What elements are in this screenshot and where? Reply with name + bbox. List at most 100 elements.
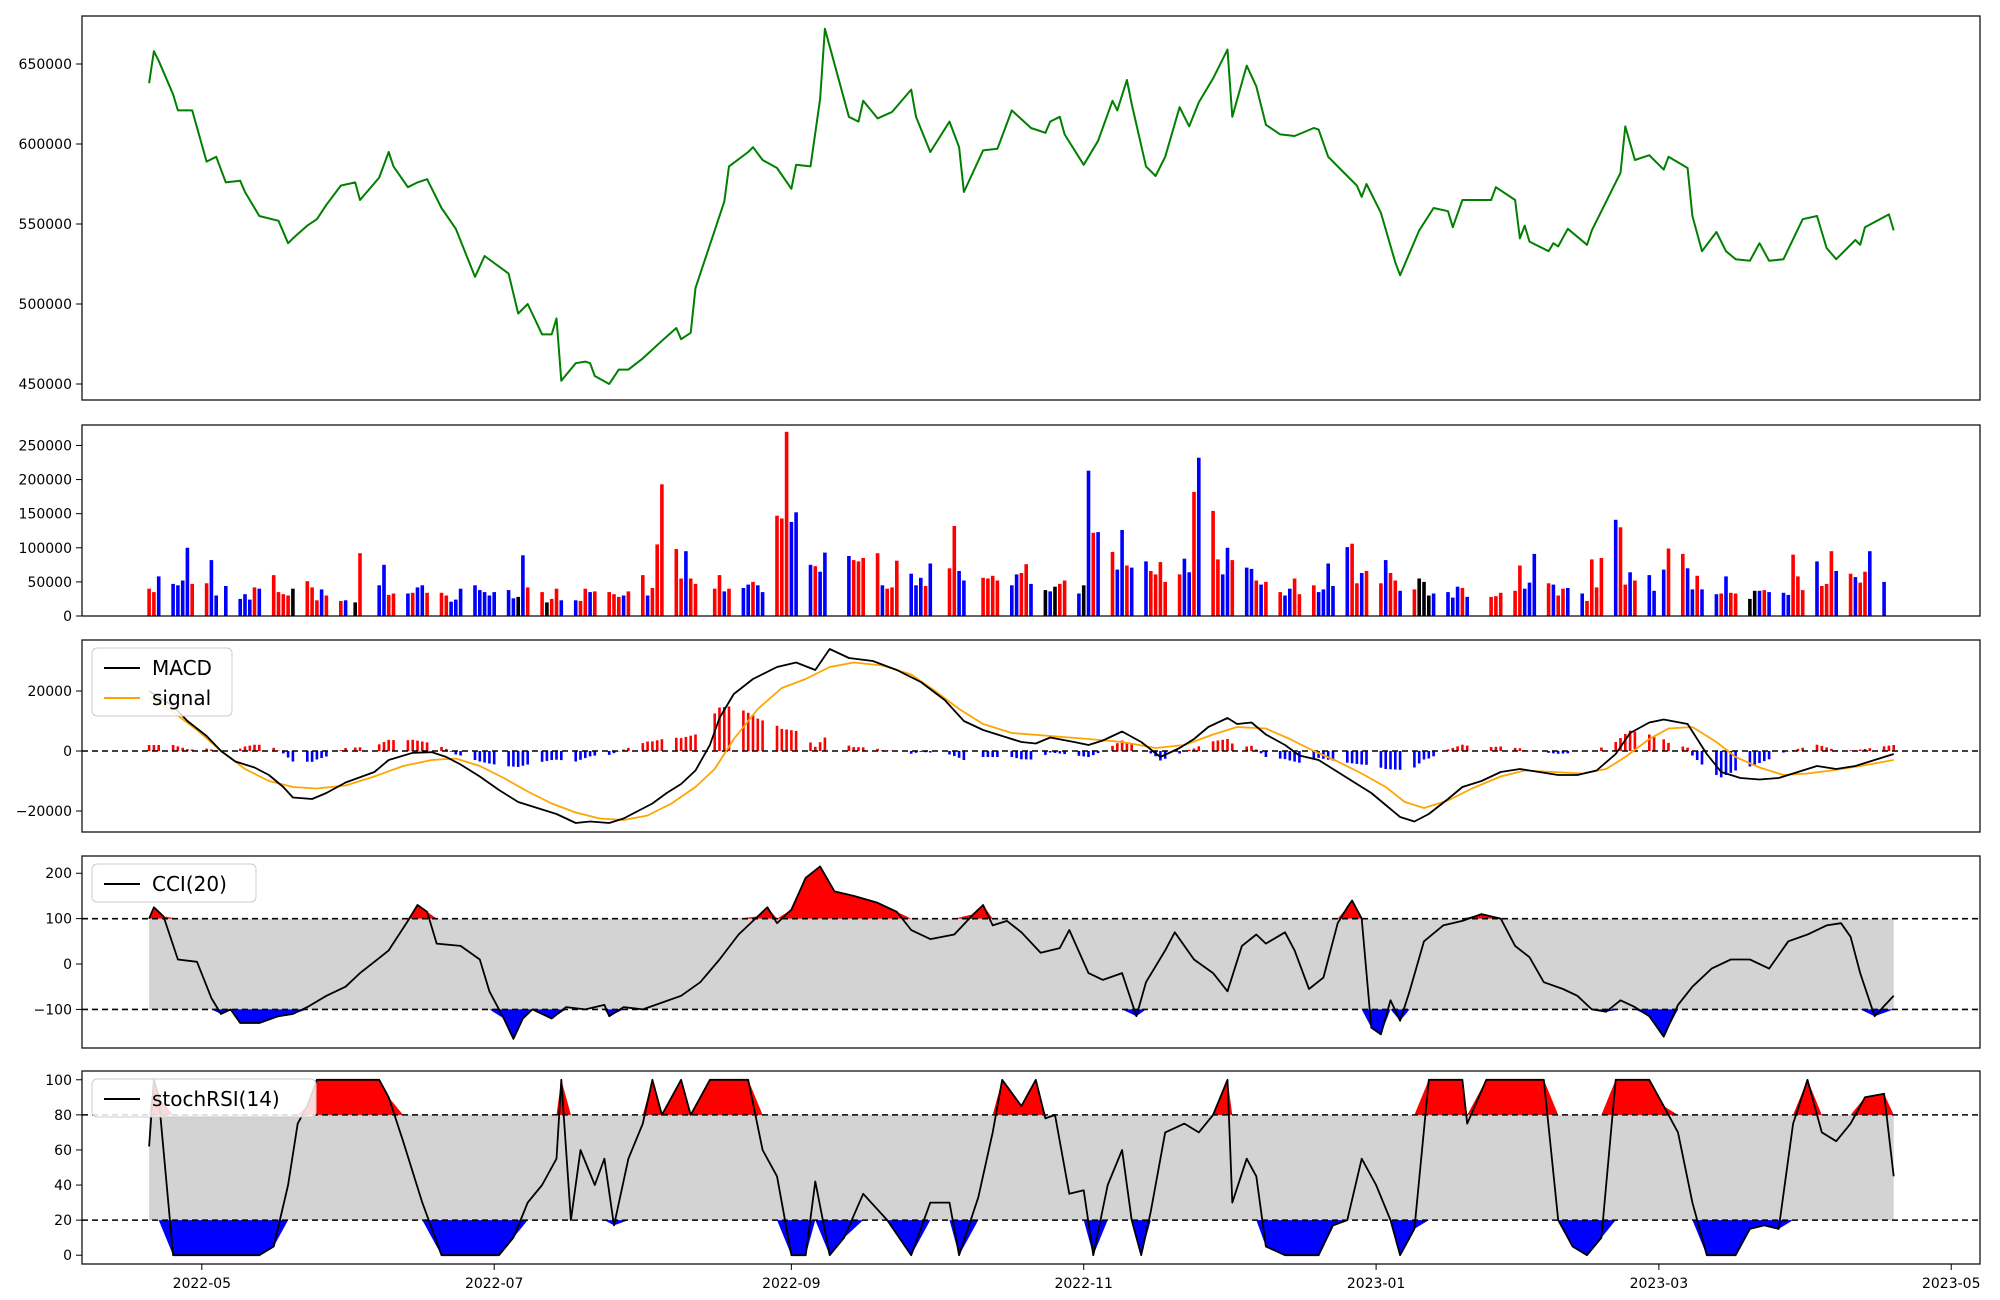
macd-histogram-bar [1499, 746, 1502, 751]
volume-bar [1532, 553, 1537, 616]
macd-histogram-bar [421, 741, 424, 751]
legend-label: CCI(20) [152, 872, 227, 896]
volume-bar [1297, 594, 1302, 616]
volume-bar [1220, 574, 1225, 616]
macd-histogram-bar [756, 718, 760, 751]
volume-bar [1144, 561, 1148, 616]
macd-histogram-bar [651, 741, 654, 751]
volume-bar [224, 586, 228, 616]
volume-bar [180, 580, 185, 616]
macd-histogram-bar [660, 739, 664, 751]
macd-histogram-bar [761, 720, 764, 751]
volume-bar [156, 576, 161, 616]
volume-bar [688, 578, 693, 616]
macd-histogram-bar [1489, 747, 1493, 751]
macd-histogram-bar [1413, 751, 1416, 768]
y-tick-label: 600000 [19, 137, 72, 153]
x-tick-label: 2022-11 [1054, 1276, 1113, 1292]
volume-bar [1029, 583, 1033, 616]
volume-bar [1350, 543, 1354, 616]
macd-histogram-bar [574, 751, 577, 762]
macd-histogram-bar [1734, 751, 1737, 771]
volume-bar [607, 592, 611, 616]
macd-histogram-bar [1767, 751, 1771, 760]
volume-bar [521, 555, 525, 616]
volume-bar [727, 588, 731, 616]
macd-histogram-bar [727, 706, 731, 751]
y-tick-label: −100 [34, 1002, 72, 1018]
y-tick-label: −20000 [16, 804, 72, 820]
volume-bar [1599, 558, 1604, 616]
x-axis: 2022-05 2022-07 2022-09 2022-11 2023-01 2023-… [173, 1264, 1980, 1292]
volume-bar [1834, 571, 1838, 616]
volume-bar [1249, 568, 1254, 616]
volume-bar [1498, 592, 1503, 616]
macd-histogram-bar [540, 751, 544, 762]
volume-bar [324, 595, 329, 616]
macd-histogram-bar [1681, 746, 1685, 751]
macd-histogram-bar [492, 751, 496, 765]
volume-bar [410, 592, 415, 616]
macd-histogram-bar [272, 747, 275, 751]
volume-bar [377, 585, 381, 616]
y-tick-label: 100000 [19, 541, 72, 557]
volume-bar [204, 583, 209, 616]
volume-bar [1551, 584, 1556, 616]
volume-bar [420, 585, 425, 616]
volume-bar [760, 592, 765, 616]
macd-histogram-bar [1863, 748, 1867, 751]
y-tick-label: 450000 [19, 377, 72, 393]
y-tick-label: 150000 [19, 507, 72, 523]
macd-histogram-bar [512, 751, 515, 767]
volume-bar [641, 575, 645, 616]
macd-histogram-bar [1456, 746, 1459, 751]
y-tick-label: 250000 [19, 438, 72, 454]
volume-bar [339, 601, 343, 616]
macd-histogram-bar [171, 745, 175, 751]
volume-bar [1086, 470, 1091, 616]
macd-histogram-bar [914, 751, 918, 753]
macd-line [148, 648, 1894, 824]
volume-bar [1791, 554, 1795, 616]
macd-histogram-bar [1259, 751, 1263, 754]
panel-cci: −100 0 100 200 CCI(20) [34, 855, 1981, 1049]
volume-bar [784, 431, 789, 616]
volume-bar [1192, 491, 1196, 616]
volume-bar [1451, 597, 1455, 616]
volume-bar [1518, 565, 1522, 616]
macd-histogram-bar [483, 751, 486, 763]
macd-histogram-bar [607, 751, 611, 755]
x-tick-label: 2022-09 [762, 1276, 821, 1292]
volume-bar [176, 585, 180, 616]
macd-histogram-bar [675, 737, 678, 751]
volume-bar [1733, 593, 1738, 616]
volume-bar [1863, 571, 1867, 616]
volume-bar [1729, 592, 1733, 616]
macd-histogram-bar [1293, 751, 1296, 762]
volume-bar [1321, 589, 1326, 616]
macd-histogram-bar [1700, 751, 1704, 765]
volume-bar [1163, 581, 1167, 616]
volume-bar [981, 577, 985, 616]
macd-histogram-bar [310, 751, 314, 762]
volume-bar [1820, 586, 1824, 616]
macd-histogram-bar [718, 707, 721, 751]
macd-histogram-bar [1729, 751, 1733, 773]
volume-bar [1153, 574, 1158, 616]
macd-histogram-bar [655, 740, 659, 751]
macd-histogram-bar [521, 751, 525, 766]
macd-histogram-bar [1053, 751, 1057, 753]
macd-histogram-bar [584, 751, 587, 759]
volume-bar [722, 591, 727, 616]
macd-histogram-bar [1513, 747, 1517, 751]
neutral-band [149, 1114, 1894, 1221]
plot-frame [81, 639, 1981, 833]
macd-histogram-bar [1614, 742, 1617, 751]
volume-bar [621, 595, 626, 616]
volume-bar [573, 600, 578, 616]
volume-bar [746, 584, 750, 616]
macd-histogram-bar [1020, 751, 1023, 760]
macd-histogram-bar [238, 748, 242, 751]
volume-bar [847, 556, 851, 616]
macd-histogram-bar [1226, 739, 1229, 751]
